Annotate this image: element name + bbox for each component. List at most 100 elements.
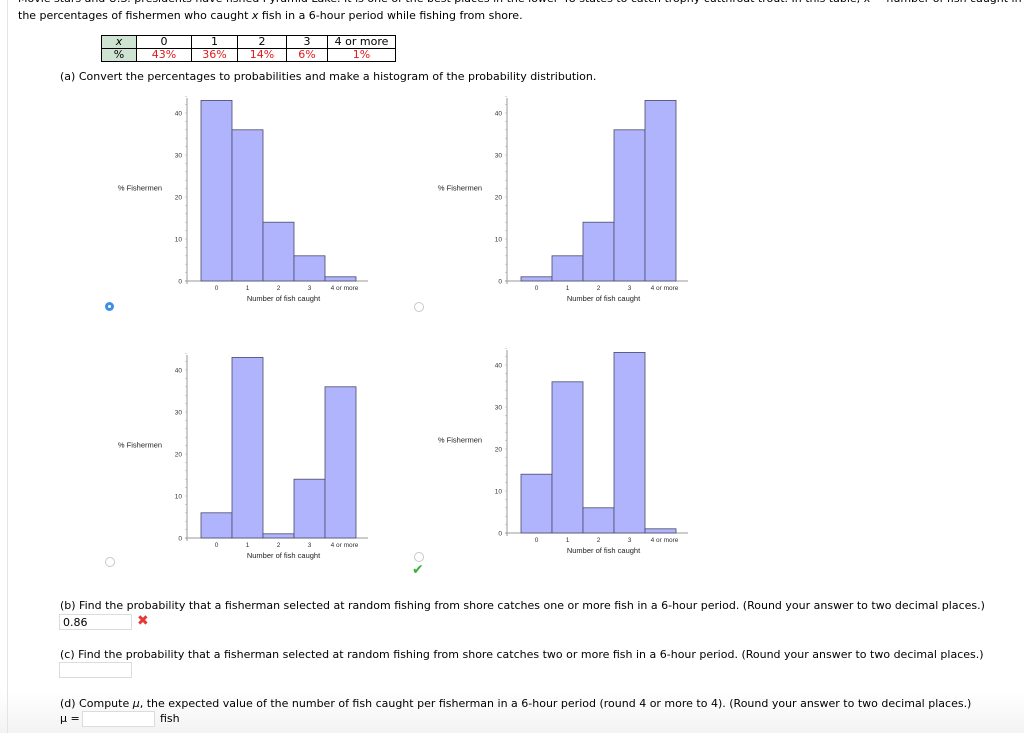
radio-option-3[interactable] [105, 557, 115, 567]
table-cell: 36% [191, 48, 238, 62]
x-tick-label: 0 [215, 285, 219, 292]
x-tick-label: 4 or more [331, 285, 359, 292]
x-tick-label: 1 [566, 537, 570, 544]
intro-text-line1: Movie stars and U.S. presidents have fis… [18, 0, 1022, 5]
histogram-svg: 0 10 20 30 40 0 1 2 3 4 or more Number of fish cau… [438, 348, 688, 555]
histogram-bar [262, 533, 295, 539]
histogram-bar [200, 512, 233, 539]
part-b-prompt: (b) Find the probability that a fisherma… [60, 599, 985, 612]
histogram-option-1: 0 10 20 30 40 0 1 2 3 4 or more Number of fish cau… [100, 96, 400, 316]
histogram-bar [324, 276, 357, 282]
table-cell: 1 [191, 35, 238, 49]
part-d-text: (d) Compute [60, 697, 133, 710]
y-axis-label: % Fishermen [118, 441, 162, 450]
y-tick-label: 20 [495, 195, 503, 202]
histogram-bar [293, 478, 326, 539]
histogram-svg: 0 10 20 30 40 0 1 2 3 4 or more Number of fish cau… [118, 96, 368, 303]
x-axis-label: Number of fish caught [247, 294, 321, 303]
percentages-table: x 0 1 2 3 4 or more % 43% 36% 14% 6% 1% [101, 35, 396, 62]
table-row-x: x 0 1 2 3 4 or more [101, 35, 396, 49]
correct-check-icon: ✔ [412, 562, 424, 578]
part-d-text: , the expected value of the number of fi… [139, 697, 972, 710]
x-tick-label: 2 [597, 537, 601, 544]
x-tick-label: 3 [308, 542, 312, 549]
y-axis-label: % Fishermen [438, 184, 482, 193]
table-cell: 2 [237, 35, 287, 49]
x-tick-label: 3 [628, 537, 632, 544]
x-axis-label: Number of fish caught [247, 551, 321, 560]
y-axis-label: % Fishermen [118, 184, 162, 193]
histogram-svg: 0 10 20 30 40 0 1 2 3 4 or more Number of fish cau… [438, 96, 688, 303]
radio-option-2[interactable] [414, 302, 424, 312]
x-tick-label: 1 [246, 285, 250, 292]
x-tick-label: 4 or more [651, 285, 679, 292]
table-header-x: x [101, 35, 137, 49]
x-tick-label: 1 [566, 285, 570, 292]
radio-option-4[interactable] [414, 552, 424, 562]
x-tick-label: 3 [628, 285, 632, 292]
histogram-bar [644, 528, 677, 534]
y-tick-label: 0 [178, 279, 182, 286]
table-cell: 6% [286, 48, 328, 62]
intro-text-part: fish in a 6-hour period while fishing fr… [258, 9, 523, 22]
part-c-prompt: (c) Find the probability that a fisherma… [60, 648, 984, 661]
radio-option-1[interactable] [105, 302, 114, 311]
page-bottom-fade [0, 690, 1024, 733]
y-tick-label: 0 [178, 536, 182, 543]
intro-text-line2: the percentages of fishermen who caught … [18, 9, 523, 22]
intro-text-part: the percentages of fishermen who caught [18, 9, 252, 22]
histogram-bar [613, 352, 646, 534]
y-tick-label: 20 [175, 452, 183, 459]
histogram-bar [200, 100, 233, 282]
y-tick-label: 0 [498, 531, 502, 538]
table-cell: 0 [136, 35, 192, 49]
table-header-pct: % [101, 48, 137, 62]
x-tick-label: 4 or more [651, 537, 679, 544]
histogram-bar [644, 100, 677, 282]
y-tick-label: 10 [495, 237, 503, 244]
x-tick-label: 1 [246, 542, 250, 549]
table-cell: 3 [286, 35, 328, 49]
part-c-answer-input[interactable] [59, 662, 132, 678]
table-row-pct: % 43% 36% 14% 6% 1% [101, 48, 396, 62]
x-tick-label: 3 [308, 285, 312, 292]
part-d-prompt: (d) Compute μ, the expected value of the… [60, 697, 971, 710]
x-tick-label: 2 [277, 542, 281, 549]
y-tick-label: 20 [495, 447, 503, 454]
histogram-bar [293, 255, 326, 282]
part-b-answer-input[interactable] [59, 614, 132, 630]
x-tick-label: 0 [535, 537, 539, 544]
histogram-bar [520, 473, 553, 534]
variable-x: x [251, 9, 259, 22]
y-tick-label: 10 [495, 489, 503, 496]
unit-label: fish [160, 712, 180, 725]
histogram-bar [613, 129, 646, 282]
table-cell: 1% [327, 48, 396, 62]
y-tick-label: 0 [498, 279, 502, 286]
x-tick-label: 0 [215, 542, 219, 549]
incorrect-x-icon: ✖ [137, 613, 149, 629]
histogram-option-4: 0 10 20 30 40 0 1 2 3 4 or more Number of fish cau… [420, 348, 720, 568]
histogram-bar [231, 129, 264, 282]
histogram-bar [520, 276, 553, 282]
y-tick-label: 40 [175, 368, 183, 375]
table-cell: 43% [136, 48, 192, 62]
left-margin-rule [7, 0, 8, 733]
histogram-bar [231, 357, 264, 539]
variable-mu: μ [132, 697, 140, 710]
histogram-option-3: 0 10 20 30 40 0 1 2 3 4 or more Number of fish cau… [100, 353, 400, 573]
histogram-option-2: 0 10 20 30 40 0 1 2 3 4 or more Number of fish cau… [420, 96, 720, 316]
y-tick-label: 10 [175, 494, 183, 501]
x-tick-label: 2 [277, 285, 281, 292]
part-d-answer-input[interactable] [82, 711, 155, 727]
y-tick-label: 30 [495, 153, 503, 160]
x-tick-label: 4 or more [331, 542, 359, 549]
part-a-prompt: (a) Convert the percentages to probabili… [60, 70, 597, 83]
y-tick-label: 30 [175, 410, 183, 417]
y-tick-label: 30 [175, 153, 183, 160]
y-tick-label: 20 [175, 195, 183, 202]
histogram-bar [551, 381, 584, 534]
x-axis-label: Number of fish caught [567, 546, 641, 555]
x-tick-label: 0 [535, 285, 539, 292]
table-cell: 4 or more [327, 35, 396, 49]
